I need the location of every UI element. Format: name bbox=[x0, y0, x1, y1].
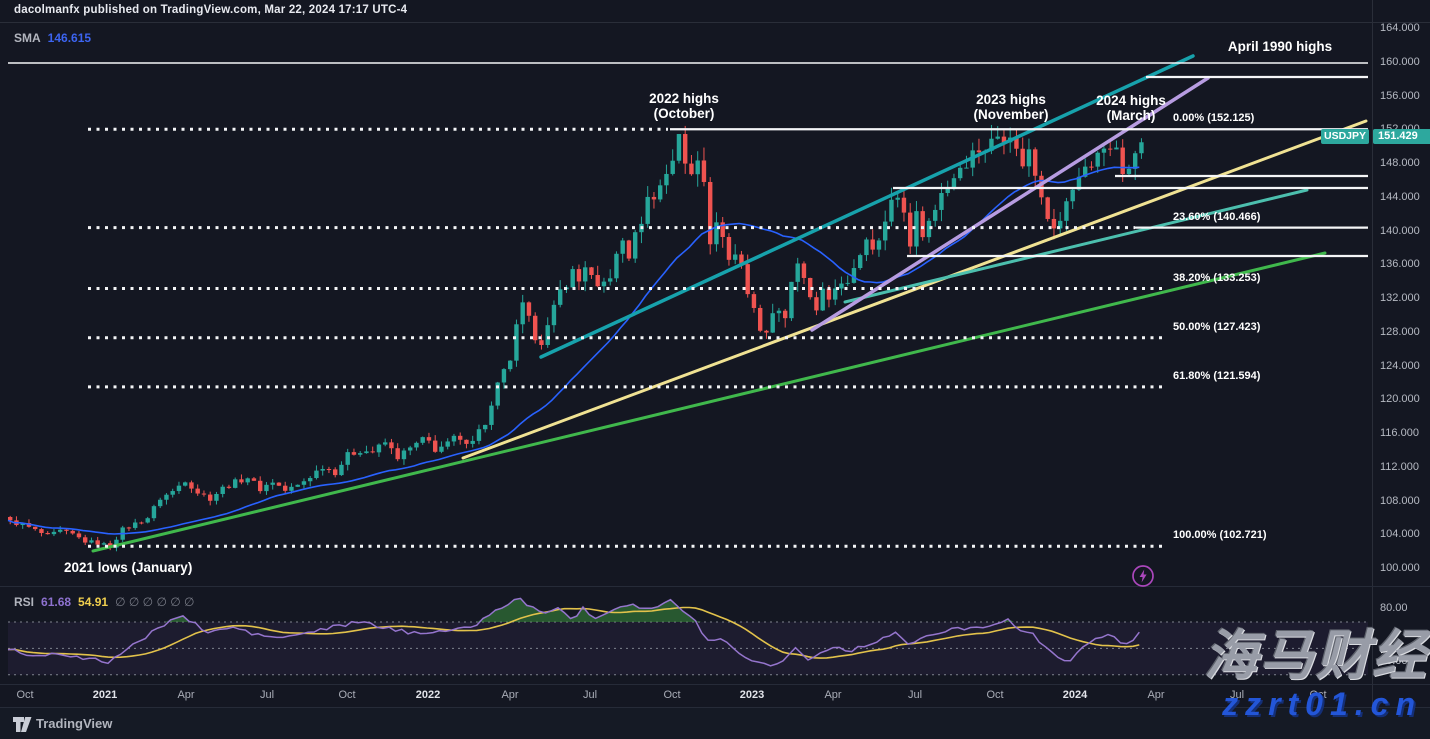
symbol-tag: USDJPY bbox=[1321, 129, 1369, 144]
footer-bar: TradingView bbox=[0, 707, 1430, 739]
tradingview-logo-icon[interactable] bbox=[13, 717, 32, 732]
time-tick-month: Oct bbox=[16, 689, 34, 701]
price-tick: 140.000 bbox=[1380, 224, 1420, 237]
fib-label: 23.60% (140.466) bbox=[1173, 210, 1261, 223]
time-tick-month: Jul bbox=[1229, 689, 1245, 701]
time-tick-year: 2024 bbox=[1062, 689, 1088, 701]
time-tick-month: Jul bbox=[907, 689, 923, 701]
time-tick-year: 2022 bbox=[415, 689, 441, 701]
time-tick-year: 2021 bbox=[92, 689, 118, 701]
annotation-2021-lows: 2021 lows (January) bbox=[64, 560, 193, 575]
fib-label: 61.80% (121.594) bbox=[1173, 369, 1261, 382]
price-tick: 132.000 bbox=[1380, 292, 1420, 305]
time-tick-month: Apr bbox=[501, 689, 519, 701]
price-tick: 104.000 bbox=[1380, 528, 1420, 541]
price-tick: 156.000 bbox=[1380, 89, 1420, 102]
price-tick: 160.000 bbox=[1380, 55, 1420, 68]
price-tick: 112.000 bbox=[1380, 460, 1419, 473]
fib-label: 38.20% (133.253) bbox=[1173, 271, 1261, 284]
price-tick: 124.000 bbox=[1380, 359, 1420, 372]
sma-legend[interactable]: SMA 146.615 bbox=[14, 31, 98, 45]
rsi-tick: 40.00 bbox=[1380, 654, 1408, 667]
sma-legend-label: SMA bbox=[14, 31, 41, 45]
price-tick: 148.000 bbox=[1380, 157, 1420, 170]
sma-legend-value: 146.615 bbox=[47, 31, 92, 45]
annotation-april-1990-highs: April 1990 highs bbox=[1227, 39, 1333, 54]
price-tick: 116.000 bbox=[1380, 427, 1419, 440]
pane-divider-timeaxis bbox=[0, 684, 1430, 685]
time-tick-month: Apr bbox=[824, 689, 842, 701]
price-tick: 120.000 bbox=[1380, 393, 1420, 406]
publish-header: dacolmanfx published on TradingView.com,… bbox=[0, 0, 1430, 23]
annotation-2024-highs: 2024 highs (March) bbox=[1096, 93, 1166, 123]
time-axis[interactable]: Oct 2021 Apr Jul Oct 2022 Apr Jul Oct 2023 Apr Jul O… bbox=[0, 685, 1372, 706]
rsi-unset-inputs: ∅ ∅ ∅ ∅ ∅ ∅ bbox=[115, 595, 195, 609]
publish-title: dacolmanfx published on TradingView.com,… bbox=[14, 4, 408, 16]
rsi-ma-legend-value: 54.91 bbox=[78, 595, 109, 609]
rsi-legend-label: RSI bbox=[14, 595, 35, 609]
price-tick: 100.000 bbox=[1380, 562, 1420, 575]
annotation-2023-highs: 2023 highs (November) bbox=[973, 92, 1049, 122]
price-tick: 144.000 bbox=[1380, 190, 1420, 203]
fib-label: 50.00% (127.423) bbox=[1173, 320, 1261, 333]
time-tick-month: Apr bbox=[1147, 689, 1165, 701]
pane-divider-rsi[interactable] bbox=[0, 586, 1430, 587]
price-tick: 108.000 bbox=[1380, 494, 1420, 507]
annotation-2022-highs: 2022 highs (October) bbox=[649, 91, 719, 121]
price-tick: 136.000 bbox=[1380, 258, 1420, 271]
price-axis[interactable]: 164.000160.000156.000152.000148.000144.0… bbox=[1372, 0, 1430, 707]
fib-label: 100.00% (102.721) bbox=[1173, 529, 1267, 542]
time-tick-month: Oct bbox=[1309, 689, 1327, 701]
time-tick-month: Oct bbox=[986, 689, 1004, 701]
fib-label: 0.00% (152.125) bbox=[1173, 112, 1255, 125]
price-tick: 128.000 bbox=[1380, 325, 1420, 338]
last-price-tag: 151.429 bbox=[1373, 129, 1430, 144]
rsi-legend-value: 61.68 bbox=[41, 595, 72, 609]
time-tick-year: 2023 bbox=[739, 689, 765, 701]
main-chart-canvas[interactable] bbox=[0, 0, 1372, 707]
time-tick-month: Oct bbox=[663, 689, 681, 701]
time-tick-month: Jul bbox=[582, 689, 598, 701]
boost-lightning-button[interactable] bbox=[1131, 564, 1155, 588]
time-tick-month: Apr bbox=[177, 689, 195, 701]
rsi-tick: 80.00 bbox=[1380, 601, 1408, 614]
time-tick-month: Oct bbox=[338, 689, 356, 701]
price-tick: 164.000 bbox=[1380, 22, 1420, 34]
time-tick-month: Jul bbox=[259, 689, 275, 701]
rsi-legend[interactable]: RSI 61.68 54.91 ∅ ∅ ∅ ∅ ∅ ∅ bbox=[14, 595, 201, 609]
tradingview-brand-text[interactable]: TradingView bbox=[36, 716, 113, 731]
lightning-icon bbox=[1132, 565, 1154, 587]
